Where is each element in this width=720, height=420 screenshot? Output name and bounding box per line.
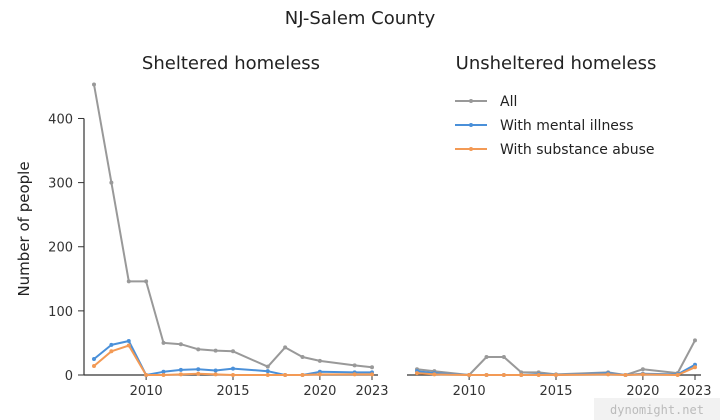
data-point-with-substance-abuse <box>126 343 131 348</box>
data-point-with-substance-abuse <box>283 373 288 377</box>
watermark-bg <box>594 398 720 420</box>
y-tick-label: 400 <box>48 112 73 127</box>
data-point-all <box>370 365 374 370</box>
x-tick-label: 2020 <box>303 384 336 399</box>
data-point-all <box>283 345 288 350</box>
data-point-with-substance-abuse <box>536 373 541 377</box>
data-point-all <box>126 279 131 284</box>
data-point-with-substance-abuse <box>693 365 697 370</box>
legend-marker-with-mental-illness <box>469 123 473 127</box>
data-point-with-substance-abuse <box>92 364 96 369</box>
data-point-with-mental-illness <box>213 368 218 373</box>
data-point-all <box>144 279 149 284</box>
data-point-all <box>178 342 183 347</box>
data-point-with-mental-illness <box>231 366 235 371</box>
data-point-all <box>231 349 235 354</box>
data-point-with-substance-abuse <box>352 372 357 377</box>
data-point-with-substance-abuse <box>623 373 628 377</box>
x-tick-label: 2010 <box>130 384 163 399</box>
legend-marker-all <box>469 99 473 103</box>
y-axis-label: Number of people <box>15 161 33 296</box>
x-tick-label: 2015 <box>216 384 249 399</box>
panel-title-unsheltered: Unsheltered homeless <box>456 53 657 74</box>
x-tick-label: 2023 <box>678 384 711 399</box>
y-tick-label: 300 <box>48 177 73 192</box>
panel-unsheltered: 2010 2015 2020 2023 <box>407 338 712 399</box>
panel-sheltered: 2010 2015 2020 2023 0 100 200 300 400 <box>48 82 389 399</box>
data-point-with-mental-illness <box>126 339 131 344</box>
data-point-with-substance-abuse <box>554 373 558 377</box>
data-point-all <box>300 355 305 360</box>
y-tick-label: 0 <box>65 369 73 384</box>
legend-label-with-mental-illness: With mental illness <box>500 118 634 134</box>
data-point-with-substance-abuse <box>144 373 149 377</box>
panel-title-sheltered: Sheltered homeless <box>142 53 320 74</box>
data-point-with-mental-illness <box>178 367 183 372</box>
data-point-all <box>92 82 96 87</box>
x-tick-label: 2020 <box>626 384 659 399</box>
data-point-with-substance-abuse <box>415 371 419 376</box>
legend-label-with-substance-abuse: With substance abuse <box>500 142 655 158</box>
data-point-all <box>109 180 114 185</box>
data-point-with-substance-abuse <box>161 373 166 377</box>
data-point-all <box>352 363 357 368</box>
data-point-all <box>213 348 218 353</box>
data-point-with-substance-abuse <box>467 373 472 377</box>
data-point-with-substance-abuse <box>675 373 680 377</box>
data-point-all <box>693 338 697 343</box>
data-point-with-mental-illness <box>161 369 166 374</box>
data-point-all <box>501 355 506 360</box>
data-point-with-substance-abuse <box>432 372 437 377</box>
data-point-with-mental-illness <box>196 367 201 372</box>
data-point-with-substance-abuse <box>265 373 270 377</box>
y-tick-label: 100 <box>48 305 73 320</box>
series-line-all <box>93 84 373 369</box>
data-point-with-substance-abuse <box>370 372 374 377</box>
figure-title: NJ-Salem County <box>285 8 436 29</box>
x-tick-label: 2010 <box>453 384 486 399</box>
x-tick-label: 2023 <box>355 384 388 399</box>
x-tick-label: 2015 <box>539 384 572 399</box>
data-point-with-substance-abuse <box>606 372 611 377</box>
data-point-all <box>484 355 489 360</box>
data-point-with-substance-abuse <box>300 373 305 377</box>
data-point-with-mental-illness <box>265 369 270 374</box>
legend: All With mental illness With substance abu… <box>455 94 655 158</box>
data-point-with-substance-abuse <box>484 373 489 377</box>
data-point-all <box>640 367 645 372</box>
data-point-all <box>317 358 322 363</box>
data-point-with-substance-abuse <box>213 372 218 377</box>
legend-label-all: All <box>500 94 517 110</box>
data-point-with-substance-abuse <box>109 349 114 354</box>
data-point-with-substance-abuse <box>231 373 235 377</box>
data-point-with-substance-abuse <box>640 372 645 377</box>
data-point-all <box>161 340 166 345</box>
data-point-with-mental-illness <box>109 342 114 347</box>
series-line-all <box>416 339 696 376</box>
y-tick-label: 200 <box>48 241 73 256</box>
data-point-with-substance-abuse <box>501 373 506 377</box>
watermark: dynomight.net <box>610 403 704 417</box>
data-point-with-substance-abuse <box>519 373 524 377</box>
data-point-all <box>265 364 270 369</box>
data-point-with-substance-abuse <box>317 372 322 377</box>
data-point-with-substance-abuse <box>178 372 183 377</box>
data-point-all <box>196 347 201 352</box>
legend-marker-with-substance-abuse <box>469 147 473 151</box>
data-point-with-mental-illness <box>92 356 96 361</box>
data-point-with-substance-abuse <box>196 371 201 376</box>
